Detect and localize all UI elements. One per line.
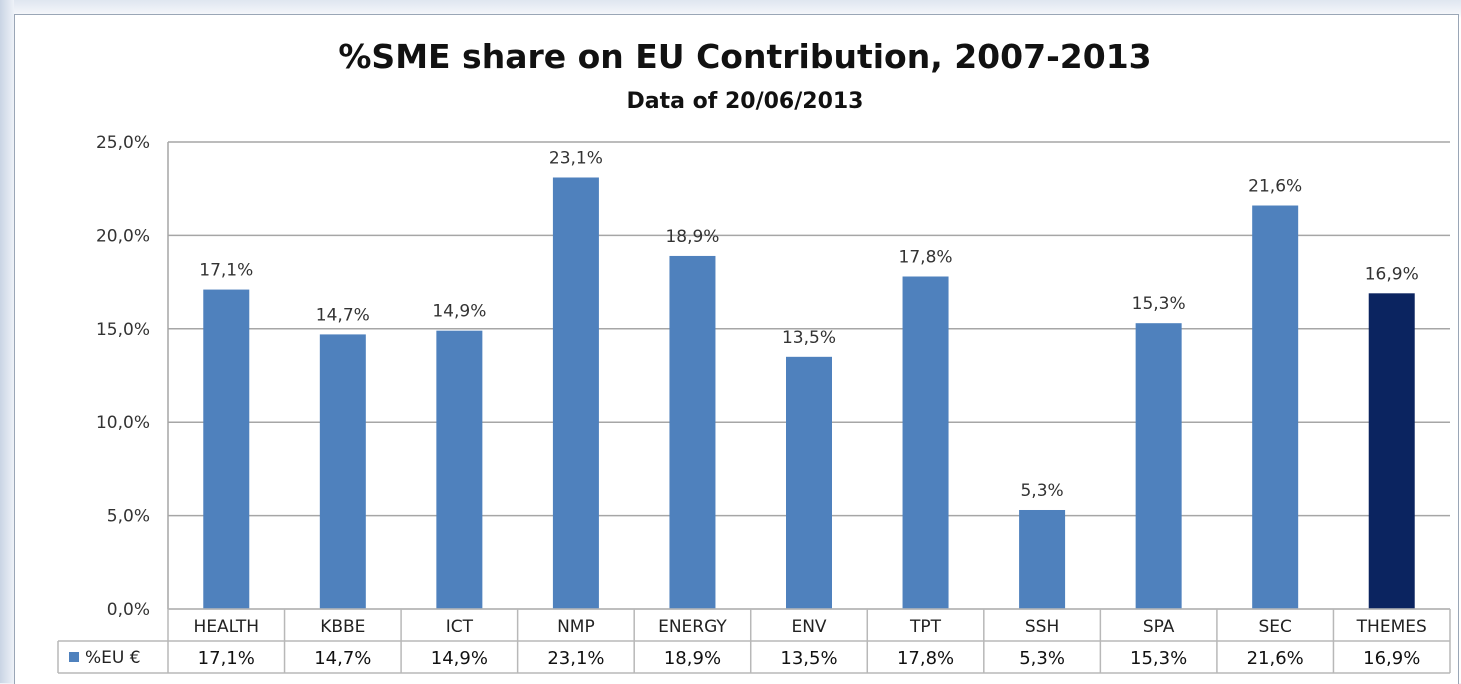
table-value-kbbe: 14,7% — [314, 648, 371, 669]
y-tick-label: 20,0% — [96, 226, 150, 246]
bar-spa — [1135, 323, 1182, 609]
category-label-health: HEALTH — [194, 617, 259, 637]
bar-kbbe — [319, 334, 366, 609]
chart-area — [14, 14, 1459, 684]
bars — [203, 177, 1415, 609]
category-label-ssh: SSH — [1025, 617, 1059, 637]
table-value-ict: 14,9% — [431, 648, 488, 669]
y-tick-label: 5,0% — [107, 507, 150, 527]
category-label-env: ENV — [791, 617, 826, 637]
category-label-ict: ICT — [446, 617, 474, 637]
category-label-themes: THEMES — [1356, 617, 1427, 637]
chart-subtitle: Data of 20/06/2013 — [626, 89, 863, 114]
data-label-sec: 21,6% — [1248, 177, 1302, 197]
data-label-ssh: 5,3% — [1020, 481, 1063, 501]
data-label-kbbe: 14,7% — [316, 305, 370, 325]
y-tick-label: 0,0% — [107, 600, 150, 620]
y-axis-ticks: 0,0% 5,0% 10,0% 15,0% 20,0% 25,0% — [96, 133, 150, 620]
table-value-health: 17,1% — [198, 648, 255, 669]
data-label-tpt: 17,8% — [899, 247, 953, 267]
data-label-health: 17,1% — [199, 261, 253, 281]
category-label-nmp: NMP — [557, 617, 595, 637]
table-value-sec: 21,6% — [1247, 648, 1304, 669]
legend-label: %EU € — [85, 648, 141, 668]
category-label-spa: SPA — [1143, 617, 1175, 637]
bar-sec — [1252, 205, 1299, 609]
category-label-sec: SEC — [1258, 617, 1291, 637]
y-tick-label: 15,0% — [96, 320, 150, 340]
table-value-ssh: 5,3% — [1019, 648, 1065, 669]
bar-tpt — [902, 276, 949, 609]
table-value-tpt: 17,8% — [897, 648, 954, 669]
table-value-env: 13,5% — [780, 648, 837, 669]
data-label-energy: 18,9% — [665, 227, 719, 247]
data-label-spa: 15,3% — [1132, 294, 1186, 314]
bar-ict — [436, 330, 483, 609]
table-value-themes: 16,9% — [1363, 648, 1420, 669]
bar-env — [786, 356, 832, 609]
data-label-nmp: 23,1% — [549, 148, 603, 168]
y-tick-label: 25,0% — [96, 133, 150, 153]
category-label-tpt: TPT — [909, 617, 942, 637]
bar-ssh — [1019, 509, 1066, 609]
legend-key — [69, 652, 79, 662]
data-labels: 17,1% 14,7% 14,9% 23,1% 18,9% 13,5% 17,8% 5,3% 1… — [199, 148, 1418, 501]
table-value-spa: 15,3% — [1130, 648, 1187, 669]
bar-health — [203, 289, 250, 609]
bar-nmp — [552, 177, 599, 609]
table-value-nmp: 23,1% — [547, 648, 604, 669]
category-label-kbbe: KBBE — [320, 617, 365, 637]
data-label-ict: 14,9% — [432, 302, 486, 322]
left-edge-gradient — [0, 0, 14, 683]
bar-energy — [669, 255, 716, 609]
data-label-env: 13,5% — [782, 328, 836, 348]
chart-title: %SME share on EU Contribution, 2007-2013 — [338, 37, 1151, 76]
y-tick-label: 10,0% — [96, 413, 150, 433]
data-table: HEALTH 17,1% KBBE 14,7% ICT 14,9% NMP 23,1% ENER… — [57, 608, 1451, 674]
bar-themes — [1368, 293, 1415, 609]
data-label-themes: 16,9% — [1365, 264, 1419, 284]
table-value-energy: 18,9% — [664, 648, 721, 669]
category-label-energy: ENERGY — [658, 617, 727, 637]
